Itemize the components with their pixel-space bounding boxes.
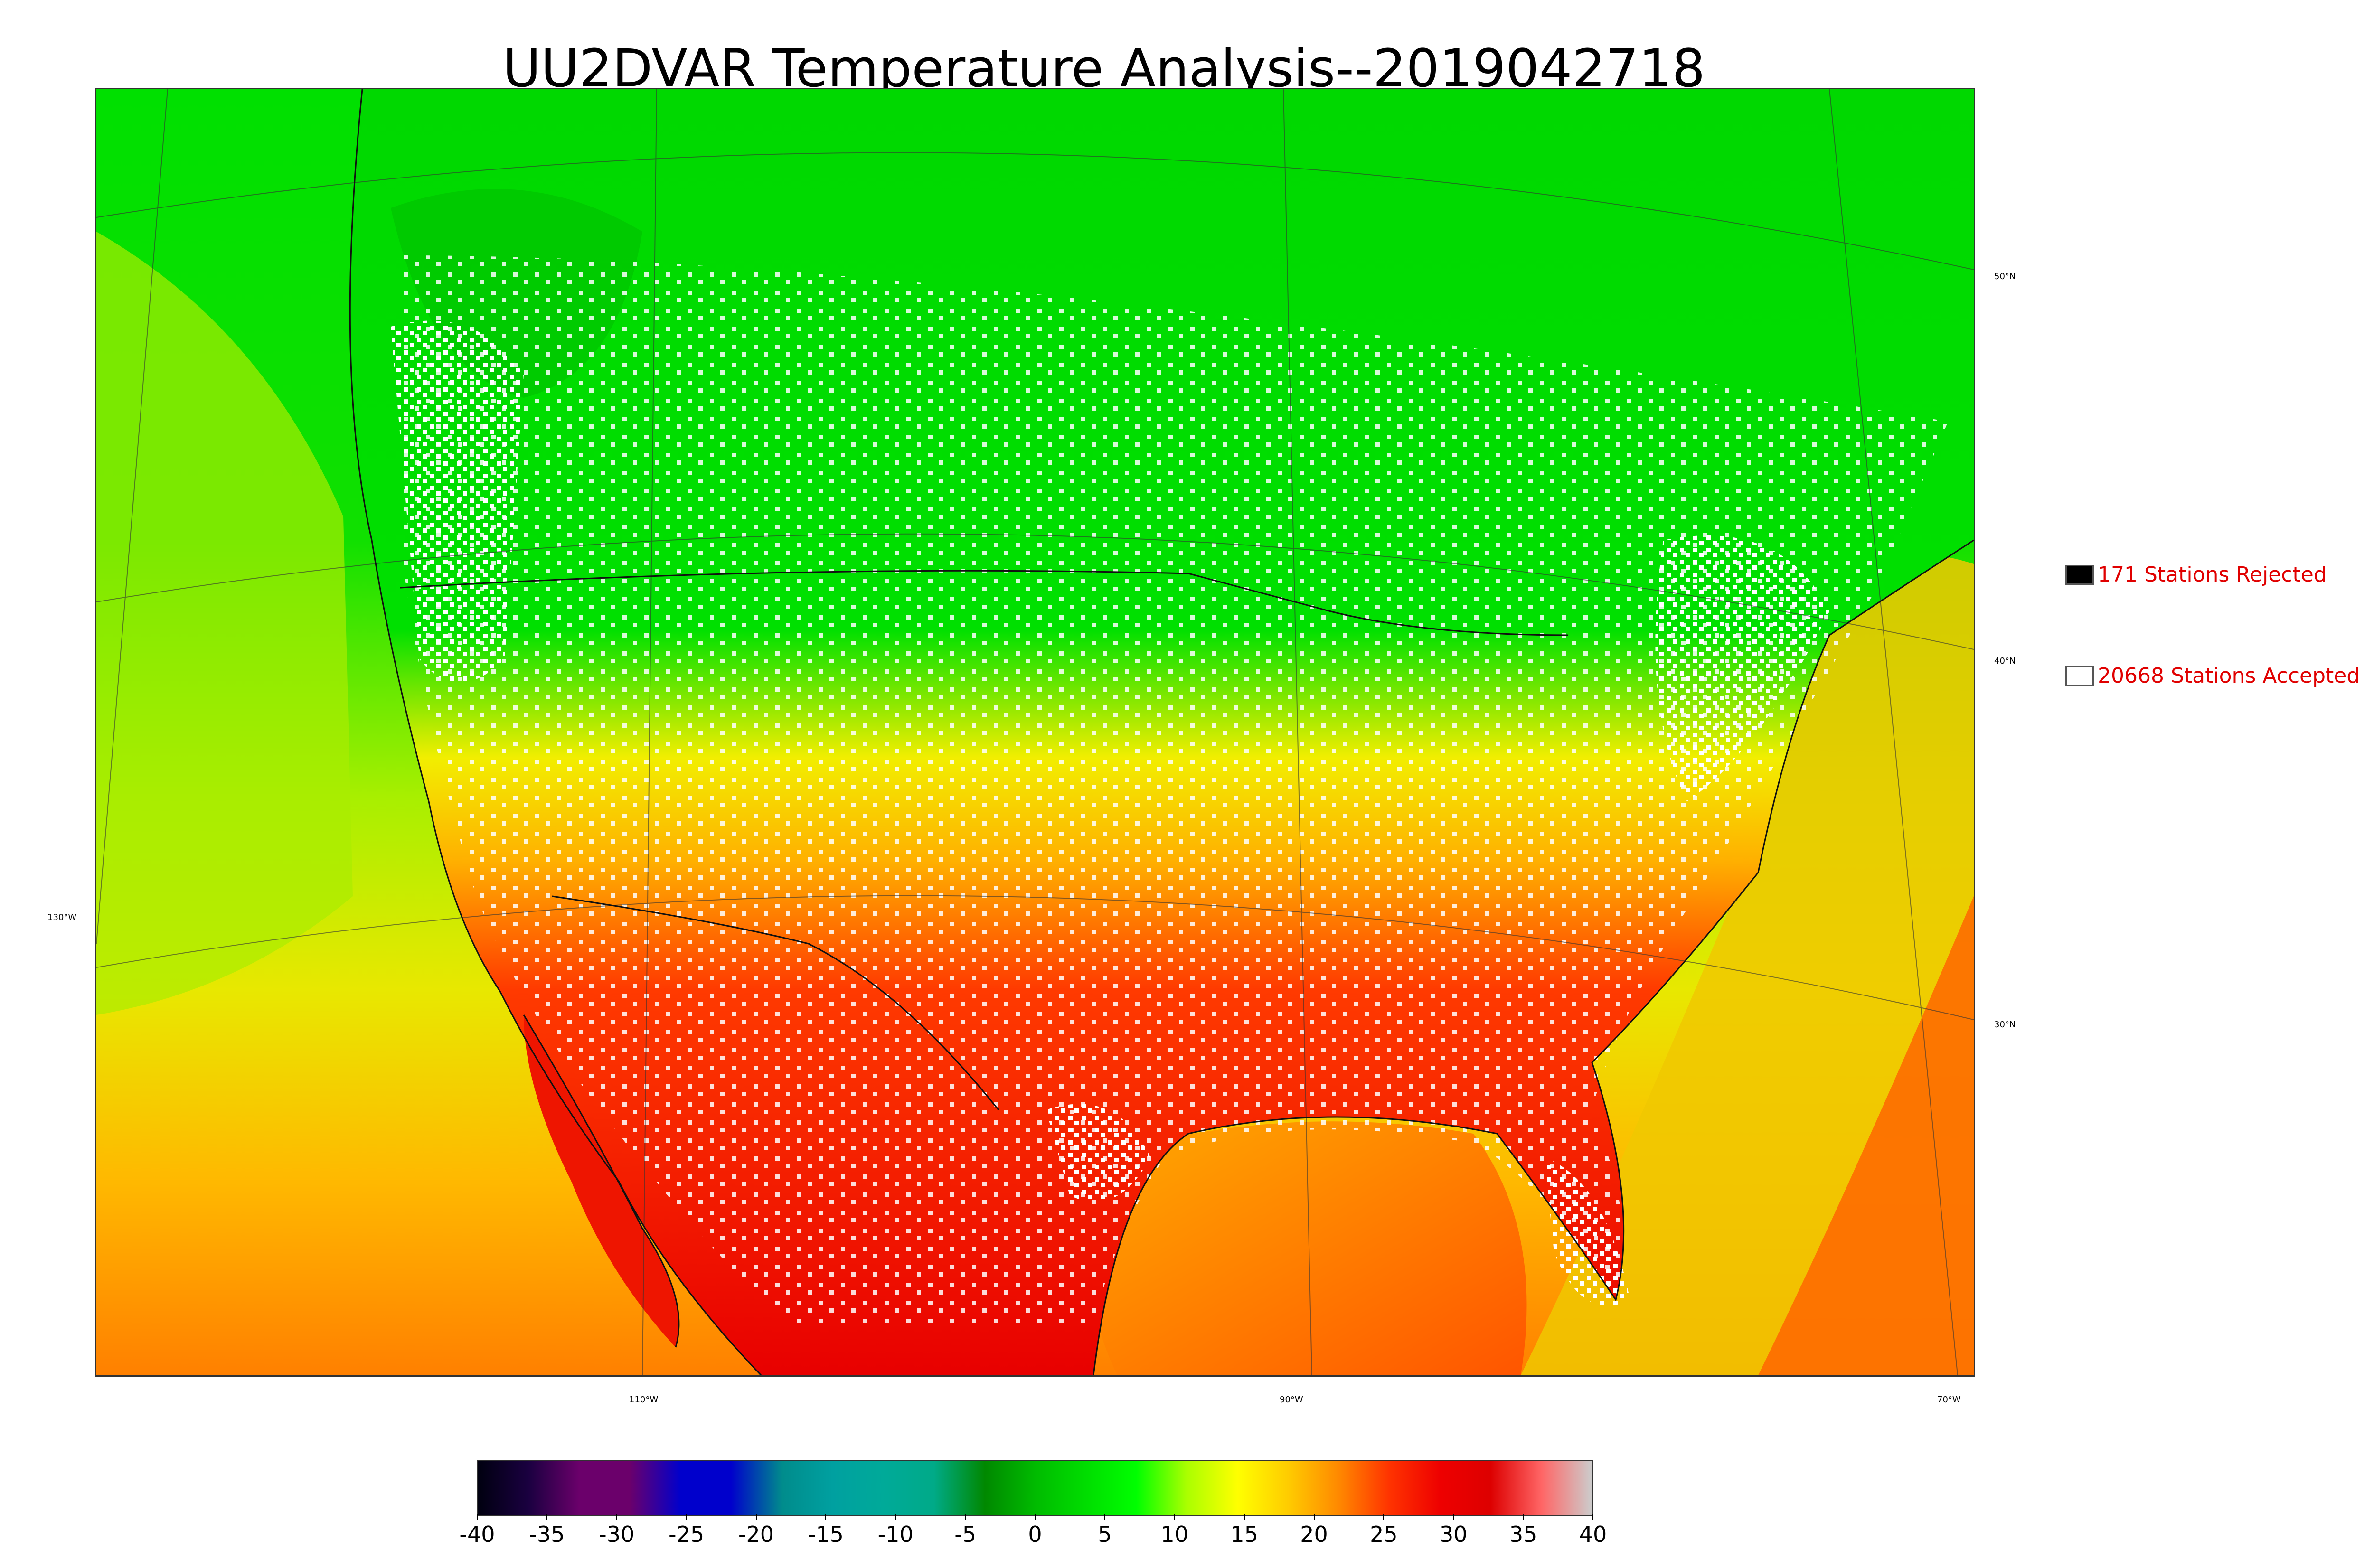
accepted-label: 20668 Stations Accepted [2098,664,2360,688]
colorbar-tick-label: -25 [669,1521,705,1547]
colorbar-tick-label: 20 [1300,1521,1328,1547]
colorbar-tick-mark [477,1514,478,1520]
colorbar-tick-label: 10 [1160,1521,1189,1547]
colorbar-tick-label: 0 [1028,1521,1042,1547]
colorbar-tick-label: -30 [599,1521,635,1547]
colorbar-tick-mark [1383,1514,1385,1520]
colorbar-tick-mark [1244,1514,1245,1520]
lon-label-110: 110°W [629,1395,659,1405]
legend-accepted: 20668 Stations Accepted [2065,664,2360,688]
colorbar-tick-mark [755,1514,757,1520]
temperature-map [95,88,1975,1377]
colorbar-tick-label: 35 [1509,1521,1537,1547]
colorbar-tick-label: 5 [1098,1521,1112,1547]
colorbar-tick-mark [1313,1514,1315,1520]
colorbar-tick-label: 15 [1230,1521,1258,1547]
lat-label-50: 50°N [1994,272,2016,282]
rejected-swatch [2065,564,2094,585]
lon-label-130: 130°W [47,912,77,922]
colorbar-tick-mark [1523,1514,1524,1520]
colorbar-tick-label: -35 [529,1521,565,1547]
lon-label-90: 90°W [1280,1395,1303,1405]
colorbar-tick-mark [965,1514,966,1520]
colorbar-tick-mark [1592,1514,1593,1520]
legend-rejected: 171 Stations Rejected [2065,563,2327,587]
colorbar-tick-mark [1453,1514,1454,1520]
colorbar-tick-mark [1035,1514,1036,1520]
colorbar-tick-mark [1104,1514,1105,1520]
colorbar-tick-mark [546,1514,547,1520]
colorbar-tick-label: -15 [808,1521,844,1547]
colorbar-tick-label: 30 [1439,1521,1468,1547]
colorbar-tick-mark [825,1514,827,1520]
lat-label-30: 30°N [1994,1020,2016,1030]
colorbar-tick-mark [895,1514,896,1520]
gulf-field [1085,1121,1527,1375]
colorbar-tick-label: -10 [877,1521,914,1547]
colorbar-tick-label: 25 [1370,1521,1398,1547]
lon-label-70: 70°W [1937,1395,1961,1405]
colorbar-tick-mark [1174,1514,1175,1520]
colorbar-tick-label: -40 [459,1521,495,1547]
station-markers [400,255,1948,1324]
colorbar-tick-label: -5 [954,1521,977,1547]
rejected-label: 171 Stations Rejected [2098,563,2327,587]
colorbar-tick-mark [686,1514,687,1520]
colorbar-tick-label: 40 [1579,1521,1607,1547]
lat-label-40: 40°N [1994,656,2016,666]
colorbar-tick-label: -20 [738,1521,774,1547]
temperature-colorbar [477,1460,1593,1516]
colorbar-tick-mark [616,1514,617,1520]
accepted-swatch [2065,666,2094,686]
